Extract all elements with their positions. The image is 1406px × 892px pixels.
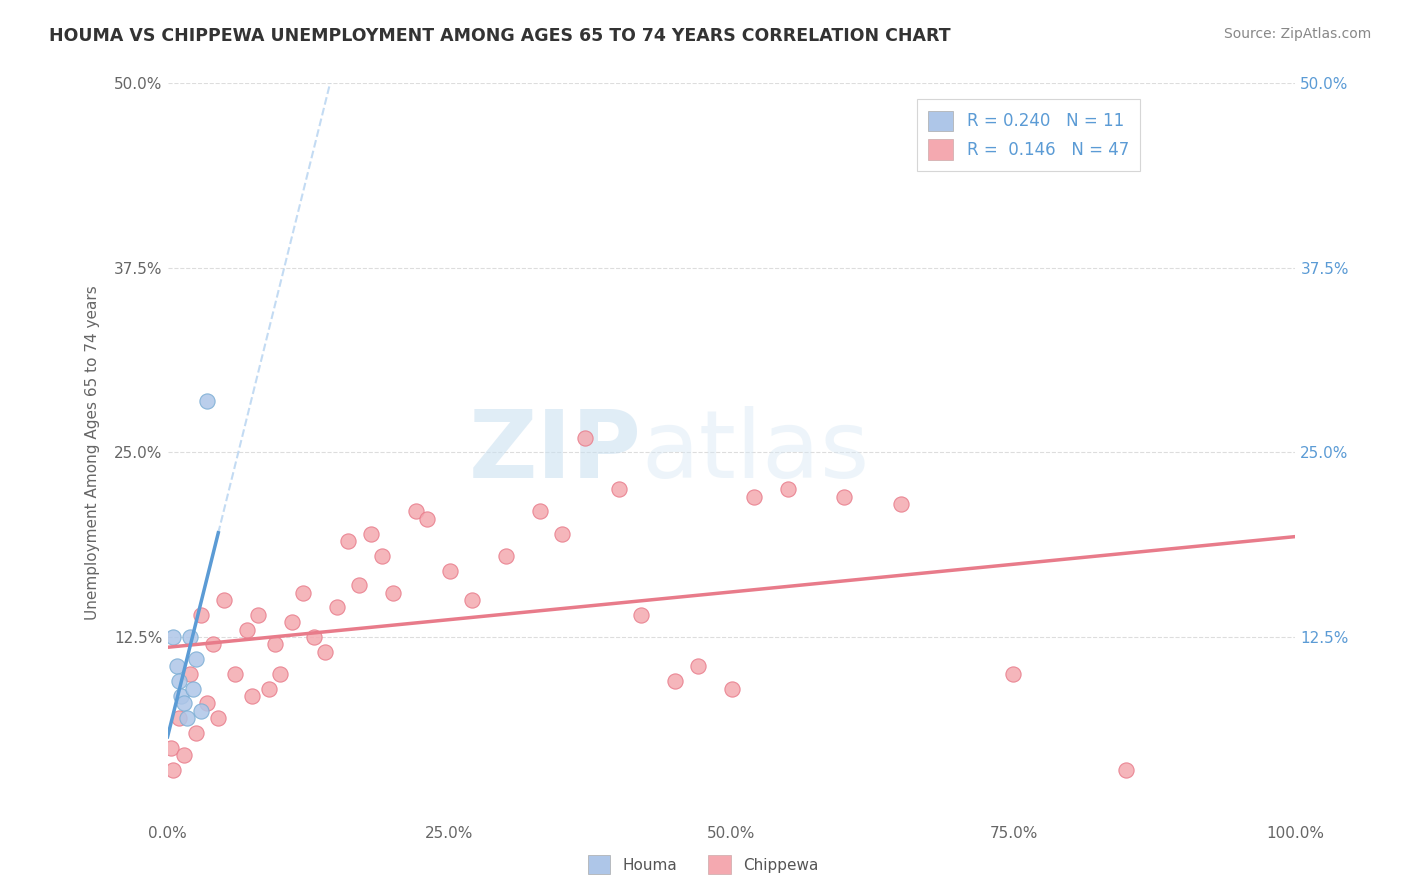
Y-axis label: Unemployment Among Ages 65 to 74 years: Unemployment Among Ages 65 to 74 years [86, 285, 100, 620]
Point [314, 645, 336, 659]
Point [160, 740, 183, 755]
Point [371, 549, 394, 563]
Point [495, 549, 517, 563]
Point [190, 704, 212, 718]
Point [1002, 666, 1025, 681]
Point [183, 681, 205, 696]
Point [1115, 763, 1137, 777]
Point [416, 512, 439, 526]
Point [240, 689, 263, 703]
Legend: Houma, Chippewa: Houma, Chippewa [582, 849, 824, 880]
Point [349, 578, 371, 592]
Point [664, 674, 686, 689]
Point [720, 681, 742, 696]
Text: HOUMA VS CHIPPEWA UNEMPLOYMENT AMONG AGES 65 TO 74 YEARS CORRELATION CHART: HOUMA VS CHIPPEWA UNEMPLOYMENT AMONG AGE… [49, 27, 950, 45]
Point [184, 726, 207, 740]
Point [179, 666, 201, 681]
Point [224, 666, 246, 681]
Point [686, 659, 709, 673]
Point [529, 504, 551, 518]
Point [630, 607, 652, 622]
Point [246, 607, 269, 622]
Point [832, 490, 855, 504]
Point [890, 497, 912, 511]
Point [170, 689, 193, 703]
Point [269, 666, 291, 681]
Point [461, 593, 484, 607]
Point [291, 585, 314, 599]
Point [776, 483, 799, 497]
Point [257, 681, 280, 696]
Point [207, 711, 229, 725]
Point [167, 711, 190, 725]
Legend: R = 0.240   N = 11, R =  0.146   N = 47: R = 0.240 N = 11, R = 0.146 N = 47 [917, 99, 1140, 171]
Point [382, 585, 405, 599]
Point [195, 697, 218, 711]
Point [201, 637, 224, 651]
Point [302, 630, 325, 644]
Point [607, 483, 630, 497]
Point [405, 504, 427, 518]
Point [439, 564, 461, 578]
Point [162, 763, 184, 777]
Point [212, 593, 235, 607]
Point [574, 431, 596, 445]
Point [280, 615, 302, 630]
Text: atlas: atlas [641, 407, 869, 499]
Point [184, 652, 207, 666]
Point [173, 747, 195, 762]
Point [162, 630, 184, 644]
Point [337, 534, 360, 549]
Point [167, 674, 190, 689]
Point [235, 623, 257, 637]
Text: ZIP: ZIP [468, 407, 641, 499]
Point [176, 711, 198, 725]
Point [190, 607, 212, 622]
Point [173, 697, 195, 711]
Point [179, 630, 201, 644]
Point [742, 490, 765, 504]
Point [263, 637, 285, 651]
Text: Source: ZipAtlas.com: Source: ZipAtlas.com [1223, 27, 1371, 41]
Point [166, 659, 188, 673]
Point [551, 526, 574, 541]
Point [195, 393, 218, 408]
Point [325, 600, 347, 615]
Point [360, 526, 382, 541]
